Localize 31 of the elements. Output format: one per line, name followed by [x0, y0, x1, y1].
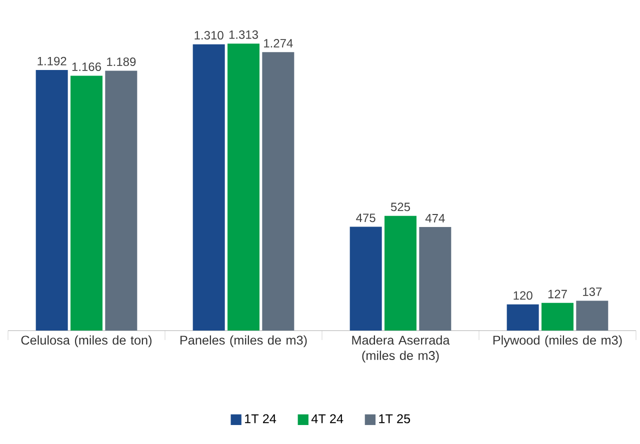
bar: [228, 44, 260, 331]
data-label: 1.189: [107, 57, 136, 66]
bar: [36, 70, 68, 331]
data-label: 127: [548, 290, 567, 298]
data-label: 137: [583, 288, 602, 296]
data-label: 120: [514, 291, 532, 300]
data-label: 475: [356, 214, 376, 222]
data-label: 1.192: [38, 56, 66, 66]
data-label: 474: [425, 214, 445, 222]
bar: [262, 52, 294, 331]
bar: [192, 44, 225, 331]
legend-label: 1T 24: [245, 414, 276, 424]
bar: [105, 70, 138, 331]
data-label: 1.313: [229, 30, 258, 39]
x-tick-label: Paneles (miles de m3): [180, 335, 307, 348]
bar: [350, 226, 382, 331]
data-label: 1.166: [72, 62, 101, 72]
data-label: 1.310: [194, 31, 224, 40]
data-label: 525: [390, 202, 410, 212]
bar: [541, 302, 574, 331]
legend-label: 4T 24: [311, 414, 344, 424]
x-tick-label: Plywood (miles de m3): [493, 335, 622, 348]
x-tick-label: Madera Aserrada (miles de m3): [352, 335, 450, 363]
bar: [506, 304, 539, 331]
x-tick-label: Celulosa (miles de ton): [21, 335, 152, 348]
data-label: 1.274: [264, 39, 293, 48]
legend-label: 1T 25: [379, 414, 410, 424]
bar: [576, 300, 608, 331]
bar: [419, 227, 452, 331]
bar: [70, 76, 102, 331]
bar: [384, 216, 416, 331]
